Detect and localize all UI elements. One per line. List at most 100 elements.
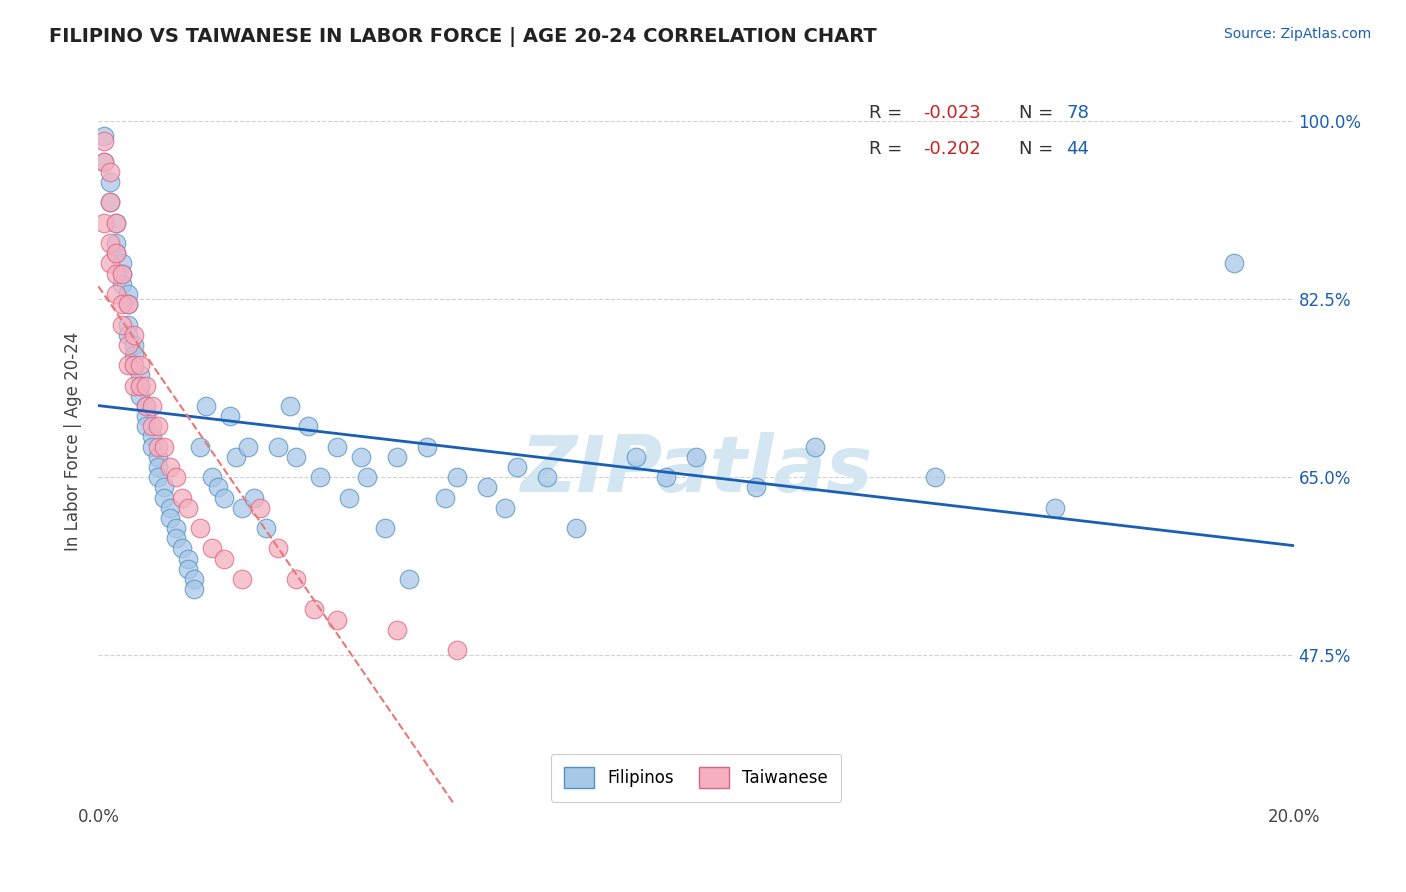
Text: 78: 78 xyxy=(1067,103,1090,122)
Text: Source: ZipAtlas.com: Source: ZipAtlas.com xyxy=(1223,27,1371,41)
Point xyxy=(225,450,247,464)
Point xyxy=(117,297,139,311)
Point xyxy=(98,195,122,210)
Point xyxy=(188,521,211,535)
Point xyxy=(207,480,229,494)
Point xyxy=(356,470,378,484)
Point xyxy=(219,409,242,423)
Point xyxy=(177,500,200,515)
Point xyxy=(201,541,224,556)
Point xyxy=(141,419,163,434)
Point xyxy=(626,450,648,464)
Point xyxy=(804,440,827,454)
Point xyxy=(302,602,325,616)
Point xyxy=(494,500,516,515)
Point xyxy=(254,521,277,535)
Point xyxy=(183,582,205,596)
Point xyxy=(177,551,200,566)
Point xyxy=(1043,500,1066,515)
Text: -0.202: -0.202 xyxy=(922,140,981,158)
Point xyxy=(243,491,266,505)
Point xyxy=(165,470,187,484)
Point xyxy=(105,236,128,251)
Point xyxy=(172,491,194,505)
Point xyxy=(98,195,122,210)
Point xyxy=(93,129,115,144)
Point xyxy=(374,521,396,535)
Point xyxy=(284,572,307,586)
Point xyxy=(105,287,128,301)
Point xyxy=(117,318,139,332)
Point xyxy=(308,470,330,484)
Point xyxy=(267,541,290,556)
Point xyxy=(159,460,181,475)
Point xyxy=(141,399,163,413)
Point xyxy=(148,440,170,454)
Point xyxy=(177,562,200,576)
Point xyxy=(165,521,187,535)
Text: ZIPatlas: ZIPatlas xyxy=(520,433,872,508)
Point xyxy=(111,318,134,332)
Point xyxy=(326,613,349,627)
Legend: Filipinos, Taiwanese: Filipinos, Taiwanese xyxy=(551,754,841,802)
Point xyxy=(159,511,181,525)
Point xyxy=(111,277,134,291)
Point xyxy=(111,256,134,270)
Text: R =: R = xyxy=(869,103,908,122)
Point xyxy=(98,165,122,179)
Point xyxy=(326,440,349,454)
Text: -0.023: -0.023 xyxy=(922,103,981,122)
Point xyxy=(93,216,115,230)
Point xyxy=(124,348,146,362)
Point xyxy=(153,491,176,505)
Point xyxy=(297,419,319,434)
Text: FILIPINO VS TAIWANESE IN LABOR FORCE | AGE 20-24 CORRELATION CHART: FILIPINO VS TAIWANESE IN LABOR FORCE | A… xyxy=(49,27,877,46)
Point xyxy=(124,358,146,372)
Point xyxy=(111,267,134,281)
Point xyxy=(212,551,235,566)
Point xyxy=(188,440,211,454)
Point xyxy=(124,378,146,392)
Point xyxy=(129,358,152,372)
Point xyxy=(416,440,439,454)
Point xyxy=(124,358,146,372)
Point xyxy=(565,521,588,535)
Point xyxy=(148,470,170,484)
Point xyxy=(129,368,152,383)
Point xyxy=(98,175,122,189)
Point xyxy=(236,440,259,454)
Point xyxy=(655,470,678,484)
Point xyxy=(148,450,170,464)
Point xyxy=(129,378,152,392)
Point xyxy=(172,541,194,556)
Text: R =: R = xyxy=(869,140,908,158)
Point xyxy=(129,378,152,392)
Point xyxy=(93,154,115,169)
Point xyxy=(111,267,134,281)
Point xyxy=(93,134,115,148)
Point xyxy=(745,480,768,494)
Point xyxy=(117,297,139,311)
Point xyxy=(98,256,122,270)
Point xyxy=(105,267,128,281)
Point xyxy=(267,440,290,454)
Point xyxy=(153,480,176,494)
Point xyxy=(124,327,146,342)
Point xyxy=(159,500,181,515)
Point xyxy=(231,572,253,586)
Point xyxy=(284,450,307,464)
Point xyxy=(536,470,558,484)
Point xyxy=(153,440,176,454)
Point xyxy=(350,450,373,464)
Point xyxy=(506,460,529,475)
Point xyxy=(148,460,170,475)
Point xyxy=(98,236,122,251)
Point xyxy=(278,399,301,413)
Point xyxy=(231,500,253,515)
Point xyxy=(105,246,128,260)
Point xyxy=(135,378,157,392)
Point xyxy=(249,500,271,515)
Point xyxy=(148,419,170,434)
Point xyxy=(117,287,139,301)
Point xyxy=(924,470,946,484)
